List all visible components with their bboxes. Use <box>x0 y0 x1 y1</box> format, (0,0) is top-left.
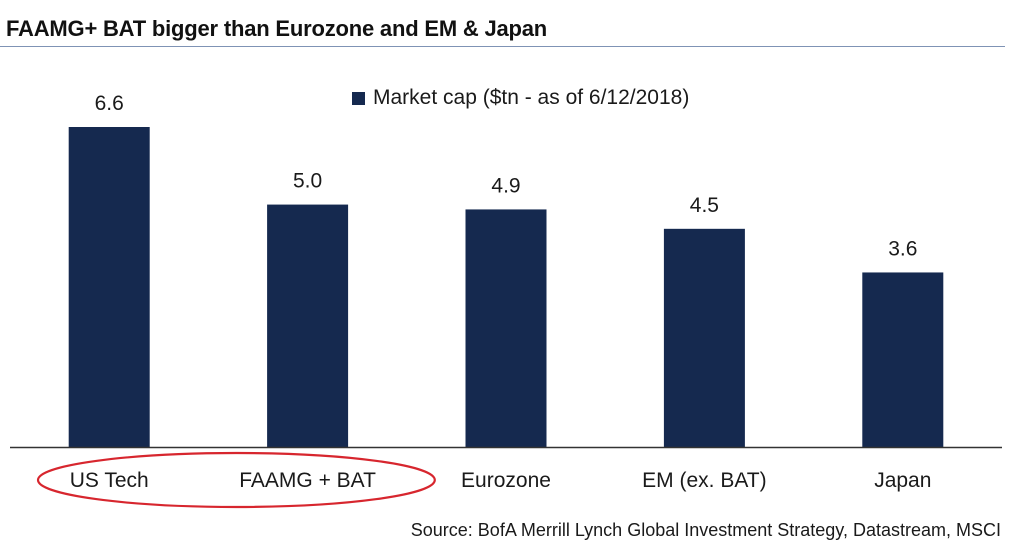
legend-swatch <box>352 91 365 105</box>
category-label: EM (ex. BAT) <box>642 469 766 492</box>
category-label: FAAMG + BAT <box>239 469 376 492</box>
title-divider <box>0 46 1005 47</box>
category-label: Eurozone <box>461 469 551 492</box>
value-label: 4.5 <box>690 194 719 217</box>
value-label: 4.9 <box>491 174 520 197</box>
chart-title: FAAMG+ BAT bigger than Eurozone and EM &… <box>6 16 548 41</box>
bar-eurozone <box>465 209 547 447</box>
bar-japan <box>862 272 944 447</box>
bar-us-tech <box>68 127 150 447</box>
legend-label: Market cap ($tn - as of 6/12/2018) <box>373 86 690 109</box>
legend: Market cap ($tn - as of 6/12/2018) <box>352 86 689 110</box>
source-note: Source: BofA Merrill Lynch Global Invest… <box>410 520 1001 540</box>
bar-faamg-bat <box>267 204 349 447</box>
value-label: 5.0 <box>293 170 322 193</box>
value-label: 6.6 <box>95 92 124 115</box>
category-label: Japan <box>874 469 931 492</box>
category-label: US Tech <box>70 469 149 492</box>
value-label: 3.6 <box>888 237 917 260</box>
highlight-ellipse <box>36 451 436 509</box>
bar-em-ex-bat <box>663 228 745 447</box>
